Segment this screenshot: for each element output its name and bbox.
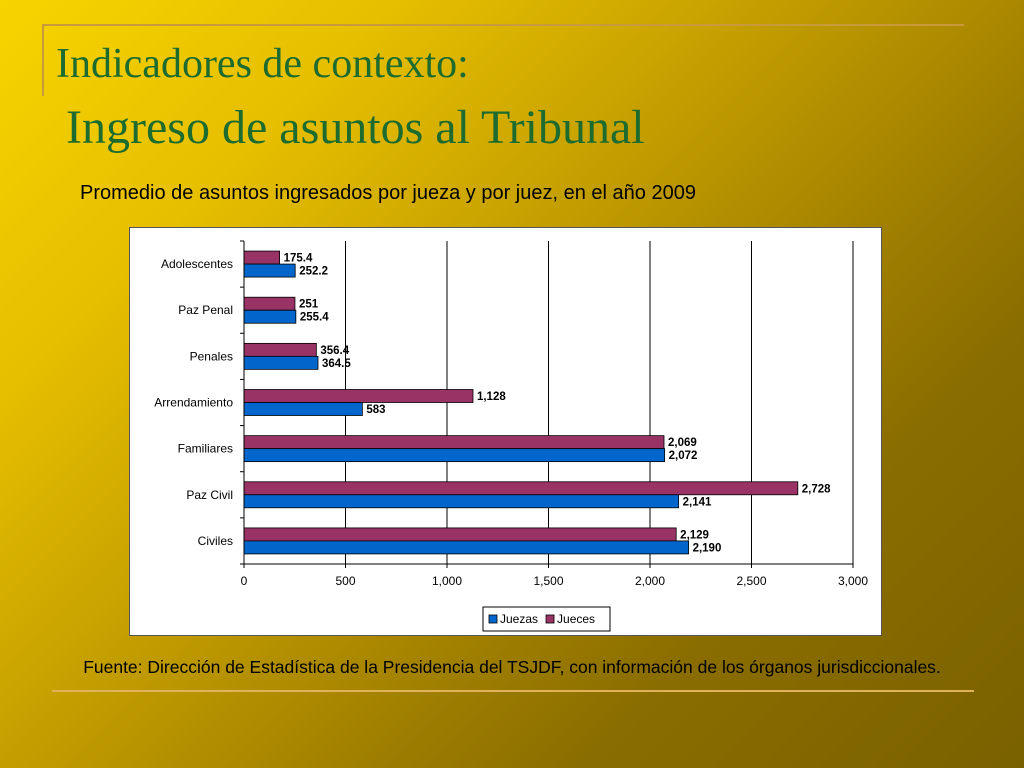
data-label-jueces: 356.4: [320, 345, 349, 357]
chart-subtitle: Promedio de asuntos ingresados por jueza…: [80, 182, 696, 204]
category-label: Civiles: [198, 534, 233, 548]
legend-label: Jueces: [557, 612, 595, 626]
data-label-juezas: 583: [366, 404, 385, 416]
bar-jueces: [243, 296, 296, 311]
category-label: Adolescentes: [161, 257, 233, 271]
bar-juezas: [243, 448, 666, 463]
slide-title-line2: Ingreso de asuntos al Tribunal: [66, 101, 645, 154]
decorative-top-line: [42, 24, 964, 26]
data-label-jueces: 1,128: [477, 391, 506, 403]
bar-juezas: [243, 402, 363, 416]
bar-jueces: [243, 435, 665, 450]
x-tick-label: 1,000: [432, 574, 462, 588]
decorative-bottom-line: [52, 690, 974, 692]
data-label-juezas: 252.2: [299, 266, 328, 278]
legend-label: Juezas: [500, 612, 538, 626]
x-tick-label: 2,500: [736, 574, 766, 588]
category-label: Familiares: [178, 442, 233, 456]
data-label-jueces: 175.4: [284, 253, 313, 265]
legend-swatch: [545, 614, 555, 624]
x-tick-label: 1,500: [533, 574, 563, 588]
slide-title: Indicadores de contexto:: [56, 41, 469, 87]
x-tick-label: 2,000: [635, 574, 665, 588]
bar-jueces: [243, 481, 799, 496]
bar-juezas: [243, 494, 680, 509]
data-label-jueces: 2,069: [668, 437, 697, 449]
category-label: Paz Penal: [178, 303, 233, 317]
data-label-juezas: 255.4: [300, 312, 329, 324]
data-label-jueces: 251: [299, 299, 319, 311]
category-label: Penales: [190, 349, 233, 363]
bar-jueces: [243, 527, 677, 542]
bar-jueces: [243, 389, 474, 403]
bar-jueces: [243, 342, 317, 357]
data-label-juezas: 2,190: [693, 542, 722, 554]
bar-juezas: [243, 540, 689, 555]
bar-juezas: [243, 309, 297, 324]
legend-swatch: [488, 614, 498, 624]
source-footnote: Fuente: Dirección de Estadística de la P…: [83, 657, 941, 677]
chart-container: Adolescentes 175.4 252.2 Paz Penal 251 255.4 P…: [129, 227, 882, 636]
data-label-jueces: 2,129: [680, 529, 709, 541]
x-tick-label: 3,000: [838, 574, 868, 588]
data-label-juezas: 2,072: [669, 450, 698, 462]
x-tick-label: 0: [241, 574, 248, 588]
data-label-jueces: 2,728: [802, 483, 831, 495]
category-label: Paz Civil: [186, 488, 233, 502]
data-label-juezas: 2,141: [683, 496, 712, 508]
bar-juezas: [243, 355, 319, 370]
x-tick-label: 500: [335, 574, 355, 588]
data-label-juezas: 364.5: [322, 358, 351, 370]
bar-juezas: [243, 263, 296, 278]
bar-jueces: [243, 250, 281, 265]
category-label: Arrendamiento: [154, 396, 233, 410]
decorative-left-line: [42, 24, 44, 96]
